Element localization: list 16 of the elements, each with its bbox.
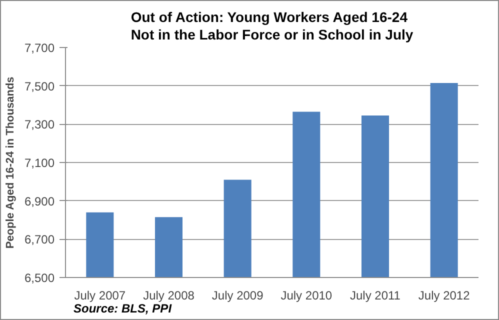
y-tick-label: 7,100 [24, 156, 55, 170]
source-note: Source: BLS, PPI [74, 302, 172, 316]
y-tick-label: 6,900 [24, 194, 55, 208]
x-tick-label: July 2012 [418, 288, 470, 302]
x-tick-label: July 2007 [74, 288, 126, 302]
x-tick-label: July 2008 [143, 288, 195, 302]
y-tick-label: 7,500 [24, 79, 55, 94]
chart-title: Out of Action: Young Workers Aged 16-24 Not in the Labor Force or in School in July [130, 8, 414, 42]
y-tick-label: 7,300 [24, 118, 55, 132]
y-tick-label: 6,500 [24, 271, 55, 285]
x-tick-label: July 2009 [212, 288, 264, 302]
x-tick-label: July 2010 [280, 288, 332, 302]
y-axis-title: People Aged 16-24 in Thousands [4, 76, 16, 249]
x-tick-label: July 2011 [350, 288, 401, 302]
y-tick-label: 7,700 [24, 41, 55, 55]
y-tick-label: 6,700 [24, 232, 55, 247]
